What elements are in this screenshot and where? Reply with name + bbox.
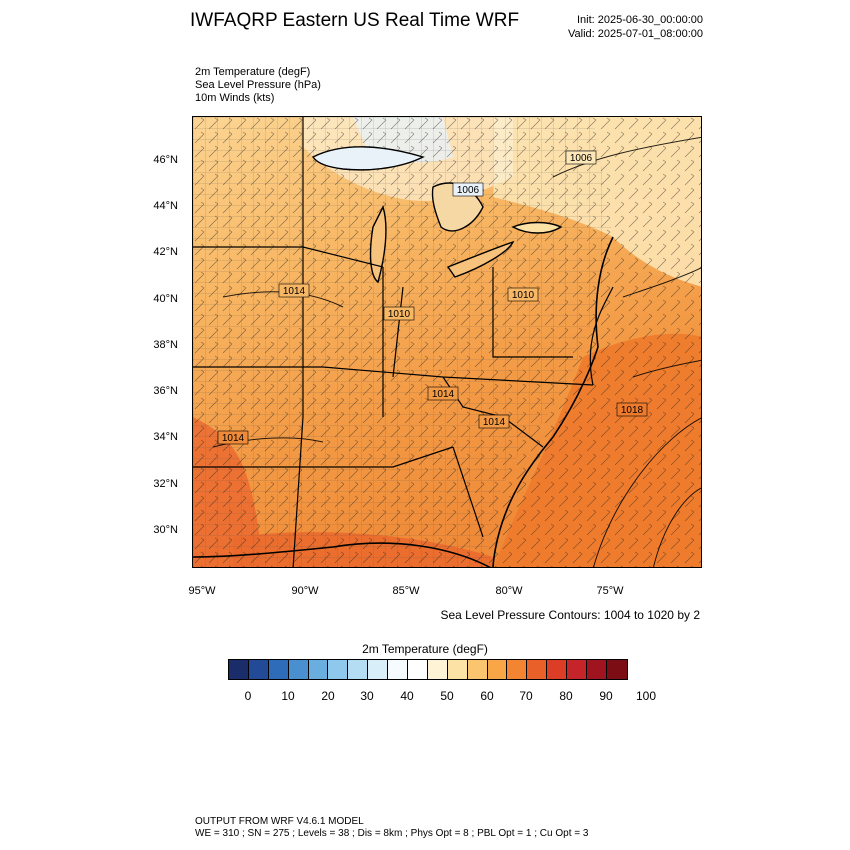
state-boundaries (193, 117, 614, 567)
pressure-label: 1010 (507, 287, 539, 302)
colorbar-swatch (507, 660, 528, 679)
pressure-label: 1006 (565, 150, 597, 165)
svg-text:1014: 1014 (222, 433, 245, 444)
colorbar-label: 70 (519, 689, 533, 703)
lat-label: 32°N (153, 478, 178, 490)
colorbar-swatch (288, 660, 309, 679)
pressure-label: 1014 (427, 386, 459, 401)
lat-label: 38°N (153, 339, 178, 351)
lon-label: 80°W (495, 585, 523, 597)
colorbar-swatch (388, 660, 409, 679)
temperature-map: 1006 1006 1014 1010 1010 1014 1014 1018 … (193, 117, 701, 567)
colorbar (228, 659, 628, 680)
colorbar-swatch (368, 660, 389, 679)
colorbar-swatch (427, 660, 448, 679)
colorbar-swatch (527, 660, 548, 679)
lake-michigan (369, 205, 387, 284)
lat-label: 46°N (153, 154, 178, 166)
colorbar-label: 20 (321, 689, 335, 703)
lat-label: 34°N (153, 431, 178, 443)
lake-ontario (511, 221, 563, 234)
colorbar-swatch (487, 660, 508, 679)
svg-text:1006: 1006 (570, 153, 593, 164)
lat-label: 36°N (153, 385, 178, 397)
lake-superior (311, 146, 425, 171)
svg-text:1006: 1006 (457, 185, 480, 196)
field-label-pressure: Sea Level Pressure (hPa) (195, 79, 321, 91)
lat-label: 30°N (153, 524, 178, 536)
lat-label: 40°N (153, 293, 178, 305)
lon-label: 85°W (392, 585, 420, 597)
map-title: IWFAQRP Eastern US Real Time WRF (190, 10, 520, 31)
colorbar-label: 10 (281, 689, 295, 703)
colorbar-swatch (408, 660, 428, 679)
field-label-winds: 10m Winds (kts) (195, 92, 275, 104)
pressure-label: 1014 (217, 430, 249, 445)
colorbar-swatch (447, 660, 468, 679)
footer-line-config: WE = 310 ; SN = 275 ; Levels = 38 ; Dis … (195, 828, 589, 839)
pressure-label: 1006 (452, 182, 484, 197)
field-label-temperature: 2m Temperature (degF) (195, 66, 311, 78)
lon-label: 75°W (596, 585, 624, 597)
contour-labels: 1006 1006 1014 1010 1010 1014 1014 1018 … (217, 150, 648, 445)
map-frame: 1006 1006 1014 1010 1010 1014 1014 1018 … (192, 116, 702, 568)
valid-time: Valid: 2025-07-01_08:00:00 (568, 28, 703, 40)
colorbar-swatch (547, 660, 568, 679)
svg-text:1010: 1010 (512, 290, 535, 301)
pressure-label: 1014 (278, 283, 310, 298)
colorbar-label: 90 (599, 689, 613, 703)
pressure-label: 1014 (478, 414, 510, 429)
run-times: Init: 2025-06-30_00:00:00 Valid: 2025-07… (568, 13, 703, 41)
svg-text:1014: 1014 (432, 389, 455, 400)
colorbar-swatch (308, 660, 329, 679)
colorbar-swatch (328, 660, 349, 679)
svg-text:1010: 1010 (388, 309, 411, 320)
svg-text:1014: 1014 (283, 286, 306, 297)
lat-label: 42°N (153, 246, 178, 258)
colorbar-label: 80 (559, 689, 573, 703)
colorbar-label: 100 (635, 689, 657, 703)
lat-label: 44°N (153, 200, 178, 212)
pressure-label: 1010 (383, 306, 415, 321)
contour-note: Sea Level Pressure Contours: 1004 to 102… (440, 608, 701, 622)
pressure-label: 1018 (616, 402, 648, 417)
colorbar-swatch (567, 660, 588, 679)
colorbar-label: 50 (440, 689, 454, 703)
coastline (193, 236, 614, 567)
init-time: Init: 2025-06-30_00:00:00 (577, 14, 703, 26)
colorbar-label: 40 (400, 689, 414, 703)
colorbar-label: 60 (480, 689, 494, 703)
colorbar-label: 0 (244, 689, 252, 703)
footer-line-model: OUTPUT FROM WRF V4.6.1 MODEL (195, 816, 364, 827)
svg-text:1018: 1018 (621, 405, 644, 416)
lon-label: 90°W (291, 585, 319, 597)
colorbar-swatch (348, 660, 369, 679)
colorbar-swatch (606, 660, 627, 679)
colorbar-swatch (268, 660, 289, 679)
colorbar-swatch (229, 660, 249, 679)
lon-label: 95°W (188, 585, 216, 597)
colorbar-label: 30 (360, 689, 374, 703)
colorbar-swatch (467, 660, 488, 679)
colorbar-title: 2m Temperature (degF) (362, 642, 488, 656)
model-footer: OUTPUT FROM WRF V4.6.1 MODEL WE = 310 ; … (195, 816, 588, 840)
svg-text:1014: 1014 (483, 417, 506, 428)
lake-erie (446, 240, 515, 278)
colorbar-swatch (587, 660, 607, 679)
colorbar-swatch (248, 660, 269, 679)
